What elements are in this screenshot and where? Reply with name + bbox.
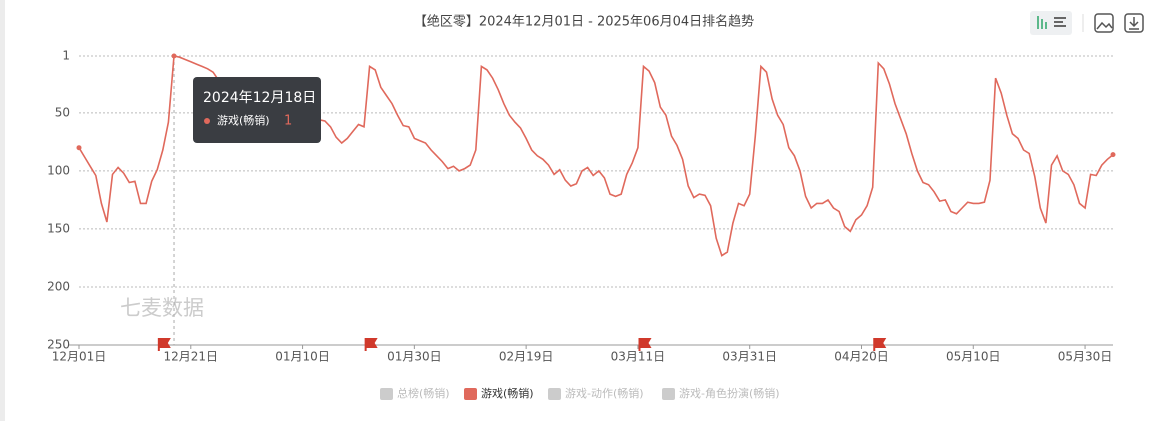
- x-tick-label: 01月10日: [275, 350, 330, 364]
- icon: [1045, 22, 1047, 29]
- x-tick-label: 02月19日: [499, 350, 554, 364]
- x-tick-label: 04月20日: [834, 350, 889, 364]
- icon: [1041, 19, 1043, 29]
- tooltip-dot: [204, 118, 210, 124]
- point: [171, 53, 177, 59]
- tooltip-series: 游戏(畅销): [217, 113, 270, 127]
- x-tick-label: 05月10日: [946, 350, 1001, 364]
- icon: [1096, 21, 1113, 30]
- legend-swatch[interactable]: [662, 388, 675, 400]
- x-tick-label: 01月30日: [387, 350, 442, 364]
- legend-swatch[interactable]: [464, 388, 477, 400]
- legend-label: 总榜(畅销): [397, 386, 450, 400]
- toolbar: [1030, 11, 1144, 35]
- y-tick-label: 200: [47, 279, 70, 293]
- icon: [1037, 16, 1039, 29]
- y-tick-label: 150: [47, 221, 70, 235]
- y-tick-label: 250: [47, 338, 70, 352]
- icon: [1054, 21, 1063, 23]
- tooltip-title: 2024年12月18日: [203, 90, 316, 106]
- legend-swatch[interactable]: [548, 388, 561, 400]
- x-tick-label: 03月31日: [722, 350, 777, 364]
- legend-swatch[interactable]: [380, 388, 393, 400]
- image-button[interactable]: [1094, 13, 1114, 33]
- icon: [1054, 17, 1066, 19]
- x-tick-label: 12月21日: [164, 350, 219, 364]
- event-flag: [157, 338, 171, 351]
- event-flag: [364, 338, 378, 351]
- x-tick-label: 05月30日: [1058, 350, 1113, 364]
- icon: [1129, 17, 1139, 30]
- legend-label: 游戏-角色扮演(畅销): [679, 386, 780, 400]
- y-tick-label: 1: [62, 49, 70, 63]
- watermark: 七麦数据: [120, 296, 204, 320]
- point: [1110, 152, 1116, 158]
- y-tick-label: 50: [55, 105, 70, 119]
- event-flag: [873, 338, 887, 351]
- x-tick-label: 03月11日: [611, 350, 666, 364]
- tooltip-value: 1: [284, 114, 292, 129]
- tooltip-box: [193, 77, 321, 143]
- x-tick-label: 12月01日: [52, 350, 107, 364]
- icon: [1054, 25, 1066, 27]
- chart-title: 【绝区零】2024年12月01日 - 2025年06月04日排名趋势: [414, 14, 754, 30]
- point: [76, 145, 82, 151]
- download-button[interactable]: [1124, 13, 1144, 33]
- event-flag: [638, 338, 652, 351]
- legend-label: 游戏-动作(畅销): [565, 386, 644, 400]
- y-tick-label: 100: [47, 163, 70, 177]
- chart-switch[interactable]: [1030, 11, 1072, 35]
- left-border: [0, 0, 5, 421]
- legend-label: 游戏(畅销): [481, 386, 534, 400]
